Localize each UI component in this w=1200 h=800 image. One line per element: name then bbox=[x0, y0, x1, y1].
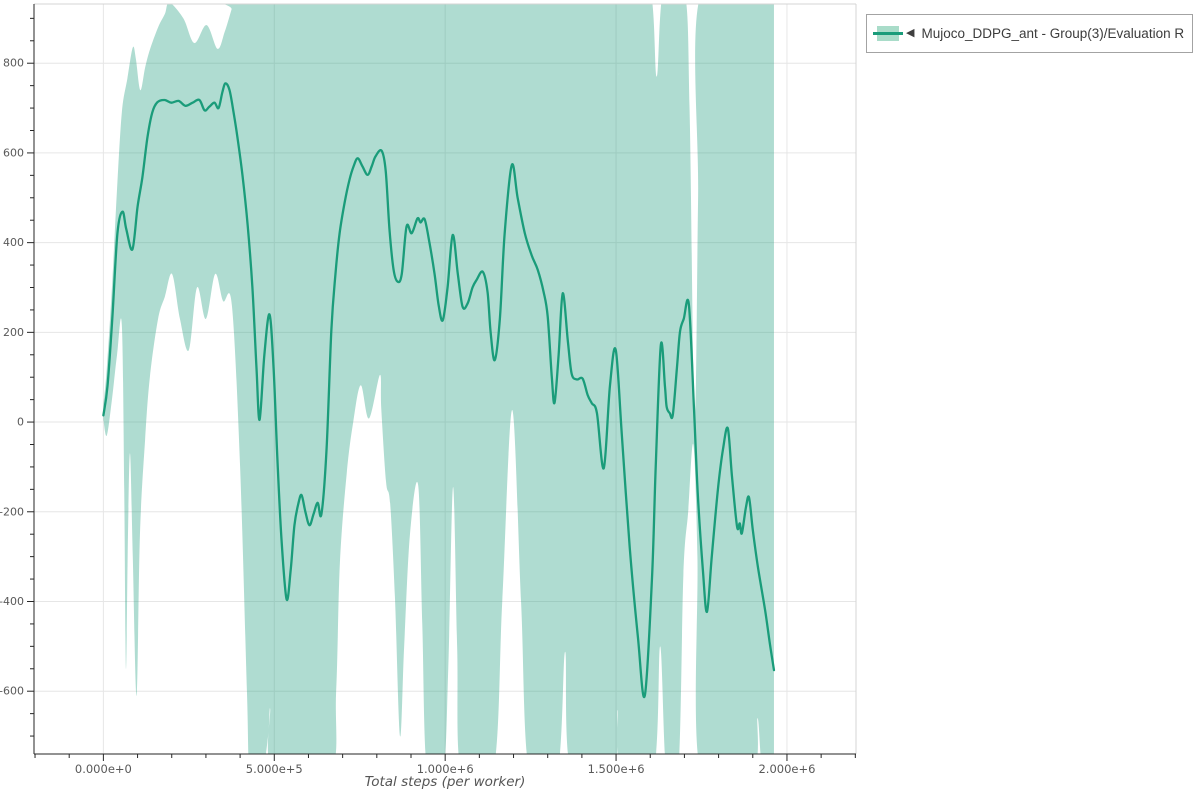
svg-text:5.000e+5: 5.000e+5 bbox=[246, 762, 303, 776]
legend-series-swatch bbox=[873, 26, 903, 41]
line-swatch bbox=[873, 32, 903, 35]
svg-text:0: 0 bbox=[17, 416, 24, 429]
y-axis: 800 600 400 200 0 -200 -400 -600 bbox=[0, 17, 34, 737]
x-axis-title: Total steps (per worker) bbox=[364, 774, 526, 790]
svg-text:0.000e+0: 0.000e+0 bbox=[75, 762, 132, 776]
legend-label: Mujoco_DDPG_ant - Group(3)/Evaluation Re… bbox=[921, 26, 1184, 41]
svg-text:-400: -400 bbox=[0, 595, 24, 608]
svg-text:1.000e+6: 1.000e+6 bbox=[417, 762, 474, 776]
svg-text:200: 200 bbox=[3, 326, 24, 339]
confidence-band bbox=[103, 4, 774, 754]
legend-item-evaluation-reward[interactable]: ◀ Mujoco_DDPG_ant - Group(3)/Evaluation … bbox=[866, 14, 1193, 53]
mean-line bbox=[102, 82, 776, 699]
x-axis: 0.000e+0 5.000e+5 1.000e+6 1.500e+6 2.000e+6 bbox=[34, 754, 856, 776]
svg-text:800: 800 bbox=[3, 57, 24, 70]
svg-text:600: 600 bbox=[3, 146, 24, 159]
plot-border bbox=[33, 3, 857, 755]
svg-text:-200: -200 bbox=[0, 505, 24, 518]
svg-text:2.000e+6: 2.000e+6 bbox=[758, 762, 815, 776]
svg-text:-600: -600 bbox=[0, 685, 24, 698]
svg-text:400: 400 bbox=[3, 236, 24, 249]
legend-collapse-icon[interactable]: ◀ bbox=[906, 27, 915, 39]
svg-text:1.500e+6: 1.500e+6 bbox=[588, 762, 645, 776]
